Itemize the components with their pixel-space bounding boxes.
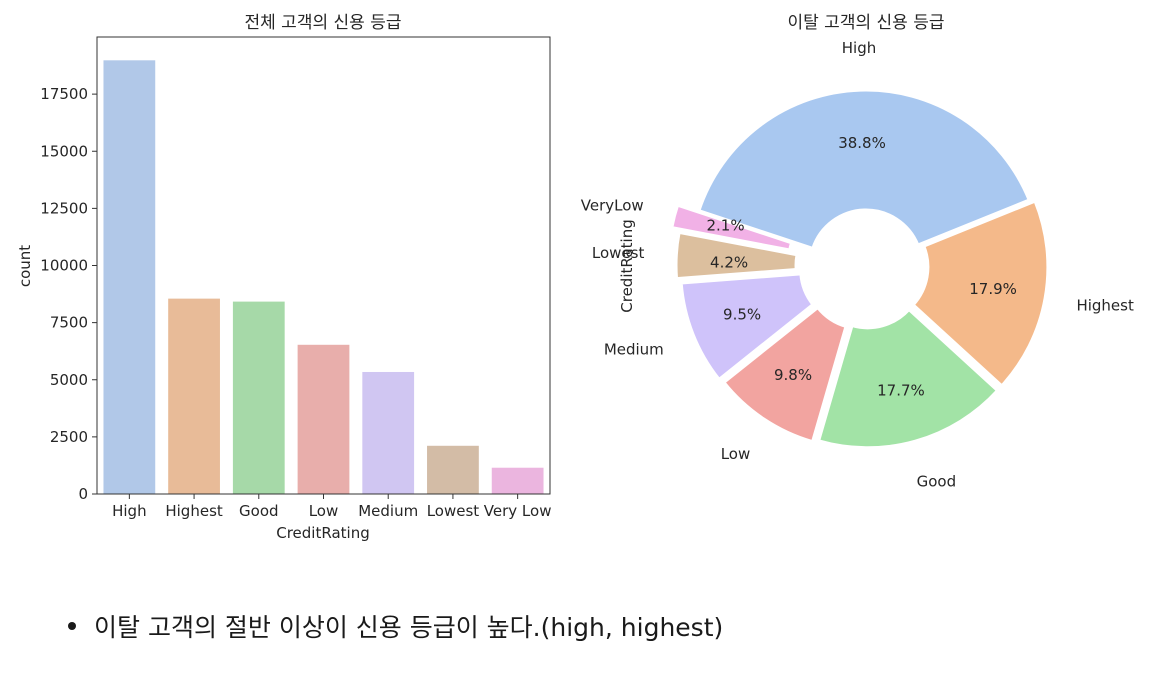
bar-highest <box>168 298 220 494</box>
slice-percent-label: 17.7% <box>877 381 925 399</box>
slice-percent-label: 4.2% <box>710 253 748 271</box>
summary-note-text: 이탈 고객의 절반 이상이 신용 등급이 높다.(high, highest) <box>94 613 724 642</box>
y-tick-label: 2500 <box>50 428 88 446</box>
slice-percent-label: 2.1% <box>706 217 744 235</box>
y-tick-label: 0 <box>78 485 88 503</box>
y-tick-label: 10000 <box>40 257 88 275</box>
bar-very-low <box>491 467 544 494</box>
x-axis-ticks: High Highest Good Low Medium Lowest Very Low <box>112 494 551 520</box>
slice-category-label: Lowest <box>592 244 645 262</box>
slice-verylow <box>670 203 794 252</box>
slice-category-label: High <box>842 39 876 57</box>
slice-category-label: Low <box>721 445 751 463</box>
slice-highest <box>911 199 1050 388</box>
bullet-icon <box>68 622 76 630</box>
donut-y-axis-label: CreditRating <box>618 219 636 312</box>
x-tick-label: Good <box>239 502 279 520</box>
slice-category-label: Medium <box>604 340 664 358</box>
slice-percent-label: 9.5% <box>723 306 761 324</box>
donut-chart-title: 이탈 고객의 신용 등급 <box>788 13 945 33</box>
bar-low <box>297 344 350 494</box>
y-tick-label: 7500 <box>50 314 88 332</box>
figure-canvas: 전체 고객의 신용 등급 0 2500 5000 7500 10000 12500 1500… <box>16 13 1134 542</box>
donut-slices <box>670 88 1050 450</box>
x-tick-label: Low <box>309 502 339 520</box>
y-tick-label: 12500 <box>40 199 88 217</box>
slice-medium <box>679 272 816 382</box>
bar-chart-title: 전체 고객의 신용 등급 <box>245 13 402 33</box>
x-tick-label: Very Low <box>484 502 552 520</box>
y-axis-label: count <box>16 245 34 287</box>
bar-good <box>232 301 285 494</box>
slice-percent-label: 9.8% <box>774 366 812 384</box>
slice-percent-label: 17.9% <box>969 280 1017 298</box>
bar-high <box>103 60 156 494</box>
slice-high <box>697 88 1032 251</box>
bar-lowest <box>427 445 479 494</box>
slice-category-label: Good <box>917 473 957 491</box>
y-tick-label: 17500 <box>40 85 88 103</box>
x-tick-label: High <box>112 502 146 520</box>
y-tick-label: 15000 <box>40 142 88 160</box>
slice-lowest <box>674 230 799 281</box>
donut-chart: 이탈 고객의 신용 등급 CreditRating 38.8% High 2.1% V… <box>581 13 1134 491</box>
bar-marks <box>103 60 544 494</box>
y-axis-ticks: 0 2500 5000 7500 10000 12500 15000 17500 <box>40 85 97 503</box>
x-tick-label: Highest <box>165 502 223 520</box>
x-tick-label: Medium <box>358 502 418 520</box>
bar-chart: 전체 고객의 신용 등급 0 2500 5000 7500 10000 12500 1500… <box>16 13 551 542</box>
slice-category-label: Highest <box>1076 297 1134 315</box>
y-tick-label: 5000 <box>50 371 88 389</box>
bar-medium <box>362 371 415 494</box>
slice-low <box>721 305 848 444</box>
summary-note: 이탈 고객의 절반 이상이 신용 등급이 높다.(high, highest) <box>68 608 723 644</box>
slice-category-label: VeryLow <box>581 197 644 215</box>
slice-percent-label: 38.8% <box>838 134 886 152</box>
x-axis-label: CreditRating <box>276 524 369 542</box>
x-tick-label: Lowest <box>427 502 480 520</box>
slice-good <box>816 307 1000 450</box>
donut-labels: 38.8% High 2.1% VeryLow 4.2% Lowest 9.5% Medium… <box>581 39 1134 491</box>
